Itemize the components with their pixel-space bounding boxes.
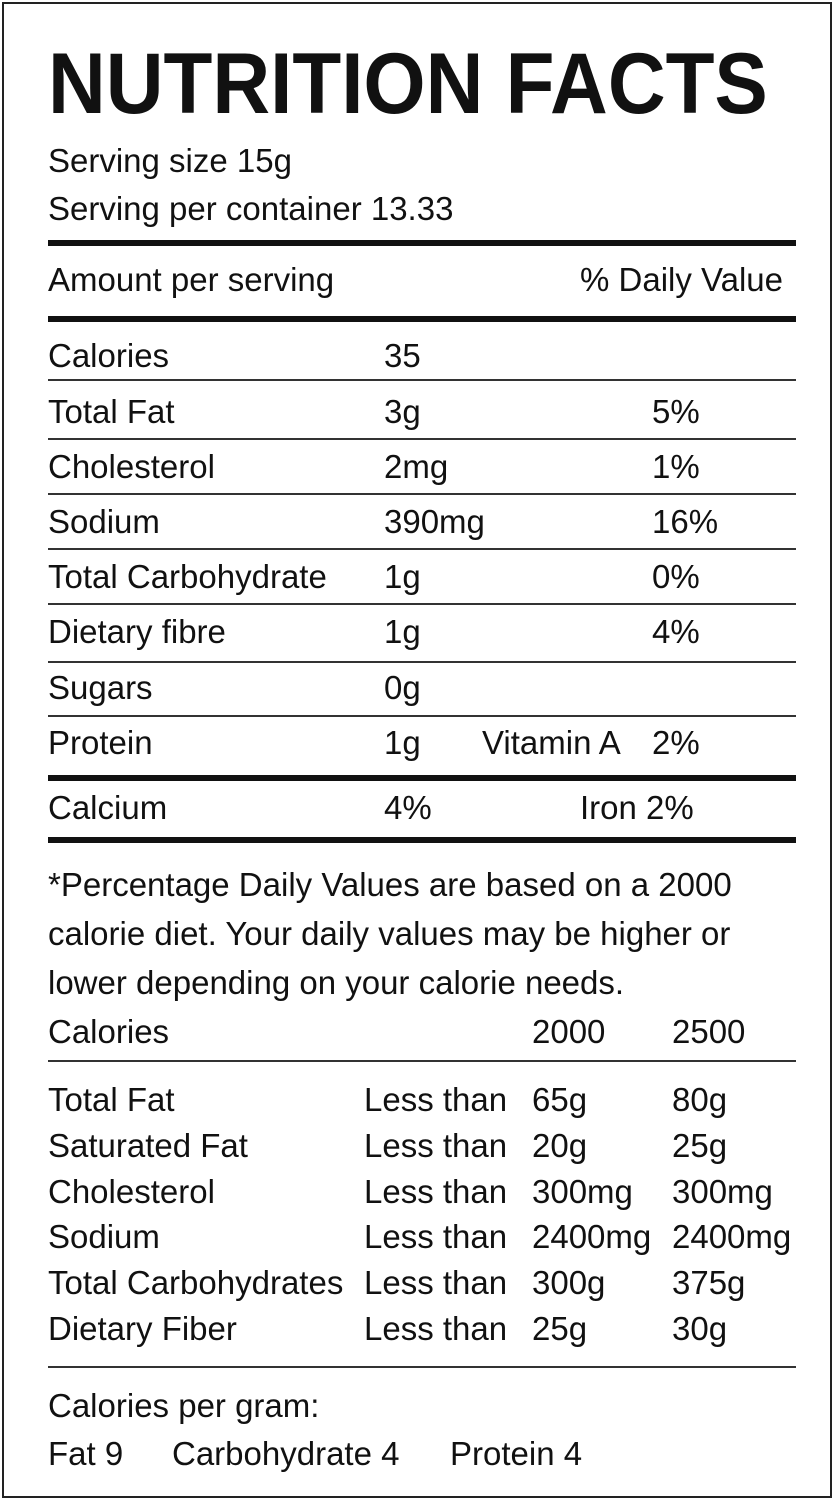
reference-header-label: Calories bbox=[48, 1013, 170, 1050]
nutrient-amount: 3g bbox=[384, 393, 421, 430]
reference-2500: 300mg bbox=[672, 1173, 773, 1210]
reference-2000: 300mg bbox=[532, 1173, 633, 1210]
calcium-value: 4% bbox=[384, 789, 432, 826]
amount-per-serving-header: Amount per serving bbox=[48, 261, 335, 298]
divider-thin bbox=[48, 715, 796, 717]
fat-per-gram: Fat 9 bbox=[48, 1435, 124, 1472]
reference-2500: 375g bbox=[672, 1264, 746, 1301]
nutrient-daily-value: 4% bbox=[652, 613, 700, 650]
nutrient-daily-value: 1% bbox=[652, 448, 700, 485]
serving-size: Serving size 15g bbox=[48, 142, 292, 179]
reference-name: Dietary Fiber bbox=[48, 1310, 237, 1347]
reference-name: Sodium bbox=[48, 1218, 160, 1255]
divider-thick bbox=[48, 316, 796, 322]
nutrient-name: Dietary fibre bbox=[48, 613, 226, 650]
servings-per-container: Serving per container 13.33 bbox=[48, 190, 454, 227]
reference-2500: 80g bbox=[672, 1081, 728, 1118]
reference-2000: 2400mg bbox=[532, 1218, 652, 1255]
vitamin-a-label: Vitamin A bbox=[482, 724, 621, 761]
reference-qualifier: Less than bbox=[364, 1127, 508, 1164]
nutrient-name: Protein bbox=[48, 724, 153, 761]
footnote-line: lower depending on your calorie needs. bbox=[48, 964, 625, 1001]
reference-2000: 25g bbox=[532, 1310, 588, 1347]
reference-qualifier: Less than bbox=[364, 1310, 508, 1347]
nutrient-name: Total Fat bbox=[48, 393, 175, 430]
nutrient-amount: 1g bbox=[384, 558, 421, 595]
reference-2500: 2400mg bbox=[672, 1218, 792, 1255]
footnote-line: calorie diet. Your daily values may be h… bbox=[48, 915, 731, 952]
nutrient-name: Sodium bbox=[48, 503, 160, 540]
nutrient-amount: 1g bbox=[384, 724, 421, 761]
divider-thick bbox=[48, 837, 796, 843]
reference-2000: 20g bbox=[532, 1127, 588, 1164]
reference-2000: 65g bbox=[532, 1081, 588, 1118]
reference-2500: 30g bbox=[672, 1310, 728, 1347]
divider-thin bbox=[48, 379, 796, 381]
nutrient-daily-value: 16% bbox=[652, 503, 719, 540]
divider-thin bbox=[48, 1366, 796, 1368]
reference-qualifier: Less than bbox=[364, 1218, 508, 1255]
divider-thin bbox=[48, 493, 796, 495]
reference-header-2000: 2000 bbox=[532, 1013, 606, 1050]
reference-name: Total Fat bbox=[48, 1081, 175, 1118]
reference-name: Total Carbohydrates bbox=[48, 1264, 344, 1301]
reference-header-2500: 2500 bbox=[672, 1013, 746, 1050]
nutrient-amount: 1g bbox=[384, 613, 421, 650]
reference-qualifier: Less than bbox=[364, 1173, 508, 1210]
calories-per-gram-label: Calories per gram: bbox=[48, 1387, 320, 1424]
reference-name: Cholesterol bbox=[48, 1173, 215, 1210]
nutrient-amount: 35 bbox=[384, 337, 421, 374]
divider-thick bbox=[48, 775, 796, 781]
divider-thick bbox=[48, 240, 796, 246]
reference-name: Saturated Fat bbox=[48, 1127, 248, 1164]
protein-per-gram: Protein 4 bbox=[450, 1435, 583, 1472]
nutrient-amount: 0g bbox=[384, 669, 421, 706]
daily-value-header: % Daily Value bbox=[580, 261, 783, 298]
nutrient-name: Cholesterol bbox=[48, 448, 215, 485]
footnote-line: *Percentage Daily Values are based on a … bbox=[48, 866, 732, 903]
divider-thin bbox=[48, 603, 796, 605]
reference-2000: 300g bbox=[532, 1264, 606, 1301]
divider-thin bbox=[48, 1060, 796, 1062]
reference-qualifier: Less than bbox=[364, 1081, 508, 1118]
nutrient-daily-value: 5% bbox=[652, 393, 700, 430]
nutrient-name: Calories bbox=[48, 337, 170, 374]
reference-2500: 25g bbox=[672, 1127, 728, 1164]
label-title: NUTRITION FACTS bbox=[48, 36, 768, 132]
nutrient-daily-value: 2% bbox=[652, 724, 700, 761]
iron-value: Iron 2% bbox=[580, 789, 694, 826]
nutrient-amount: 390mg bbox=[384, 503, 485, 540]
divider-thin bbox=[48, 438, 796, 440]
nutrient-amount: 2mg bbox=[384, 448, 449, 485]
nutrient-name: Total Carbohydrate bbox=[48, 558, 327, 595]
carbohydrate-per-gram: Carbohydrate 4 bbox=[172, 1435, 400, 1472]
divider-thin bbox=[48, 661, 796, 663]
divider-thin bbox=[48, 548, 796, 550]
nutrient-daily-value: 0% bbox=[652, 558, 700, 595]
calcium-label: Calcium bbox=[48, 789, 168, 826]
nutrient-name: Sugars bbox=[48, 669, 153, 706]
reference-qualifier: Less than bbox=[364, 1264, 508, 1301]
